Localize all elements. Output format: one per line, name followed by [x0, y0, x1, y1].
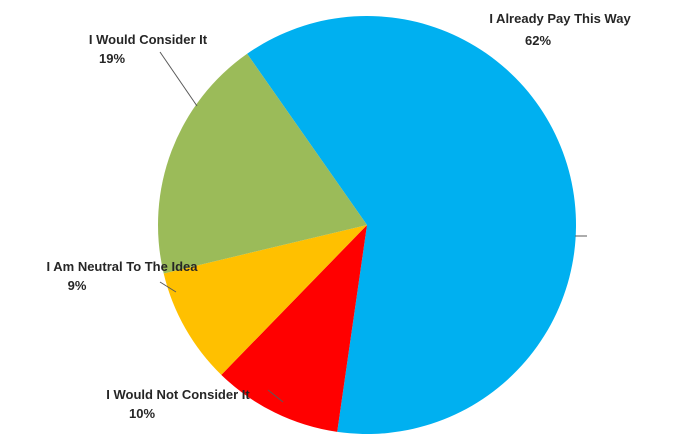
slice-label-would-not-consider: I Would Not Consider It	[106, 387, 250, 402]
leader-line-would-consider	[159, 51, 198, 107]
slice-value-would-consider: 19%	[99, 51, 125, 66]
pie-slice-i-am-neutral-to-the-idea	[163, 225, 367, 375]
slice-value-already-pay: 62%	[525, 33, 551, 48]
pie-slice-i-already-pay-this-way	[247, 15, 577, 434]
slice-label-would-consider: I Would Consider It	[89, 32, 208, 47]
pie-slice-i-would-consider-it	[157, 53, 367, 274]
slice-label-neutral: I Am Neutral To The Idea	[47, 259, 199, 274]
slice-value-would-not-consider: 10%	[129, 406, 155, 421]
slice-value-neutral: 9%	[68, 278, 87, 293]
pie-slices	[157, 15, 577, 434]
leader-line-would-not-consider	[267, 389, 284, 403]
pie-slice-i-would-not-consider-it	[221, 225, 367, 432]
slice-label-already-pay: I Already Pay This Way	[489, 11, 631, 26]
leader-line-neutral	[159, 281, 177, 293]
leader-lines	[159, 51, 587, 403]
